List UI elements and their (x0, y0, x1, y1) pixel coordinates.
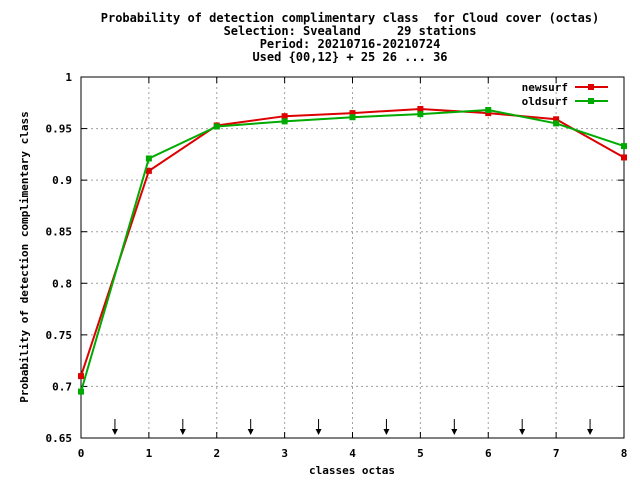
legend-marker-oldsurf (588, 98, 594, 104)
legend-label-oldsurf: oldsurf (522, 95, 568, 108)
y-tick-label: 0.7 (52, 380, 72, 393)
data-point-oldsurf (213, 123, 220, 130)
data-point-newsurf (485, 110, 492, 117)
y-axis-label: Probability of detection complimentary c… (18, 111, 31, 402)
y-tick-label: 0.95 (46, 123, 73, 136)
data-point-oldsurf (485, 107, 492, 114)
arrow-marker (179, 419, 186, 435)
arrow-marker (247, 419, 254, 435)
x-tick-label: 6 (485, 447, 492, 460)
arrow-marker (111, 419, 118, 435)
chart-title-line-1: Probability of detection complimentary c… (100, 11, 600, 25)
data-point-oldsurf (621, 143, 627, 150)
arrow-marker (451, 419, 458, 435)
arrow-markers (111, 419, 594, 435)
data-point-newsurf (349, 110, 356, 117)
data-point-newsurf (553, 116, 560, 123)
x-tick-label: 1 (146, 447, 153, 460)
data-point-oldsurf (553, 120, 560, 127)
y-tick-label: 0.65 (46, 432, 73, 445)
arrow-marker (519, 419, 526, 435)
arrow-marker (383, 419, 390, 435)
chart-title-line-4: Used {00,12} + 25 26 ... 36 (252, 50, 448, 64)
data-series (78, 105, 627, 395)
data-point-oldsurf (417, 111, 424, 118)
data-point-newsurf (281, 113, 288, 120)
data-point-newsurf (145, 167, 152, 174)
x-tick-label: 0 (78, 447, 85, 460)
x-tick-label: 8 (621, 447, 628, 460)
data-point-oldsurf (78, 388, 84, 395)
x-axis-label: classes octas (309, 464, 395, 477)
x-tick-label: 7 (553, 447, 560, 460)
x-tick-label: 3 (281, 447, 288, 460)
y-tick-label: 0.75 (46, 329, 73, 342)
legend-marker-newsurf (588, 84, 594, 90)
y-tick-label: 0.9 (52, 174, 72, 187)
data-point-oldsurf (145, 155, 152, 162)
y-tick-label: 0.8 (52, 277, 72, 290)
chart-title-line-2: Selection: Svealand 29 stations (223, 24, 477, 38)
chart-title-line-3: Period: 20210716-20210724 (259, 37, 441, 51)
x-tick-label: 4 (349, 447, 356, 460)
data-point-oldsurf (349, 114, 356, 121)
series-oldsurf (78, 107, 627, 395)
axis-ticks: 0.65 0.7 0.75 0.8 0.85 0.9 0.95 1 0 1 2 3 4 5 6 7 8 (46, 71, 628, 460)
data-point-oldsurf (281, 118, 288, 125)
x-tick-label: 5 (417, 447, 424, 460)
y-tick-label: 0.85 (46, 226, 73, 239)
arrow-marker (587, 419, 594, 435)
x-tick-label: 2 (213, 447, 220, 460)
arrow-marker (315, 419, 322, 435)
data-point-newsurf (417, 105, 424, 112)
data-point-newsurf (621, 154, 627, 161)
series-newsurf (78, 105, 627, 380)
grid-lines (81, 77, 624, 438)
legend-label-newsurf: newsurf (522, 81, 568, 94)
data-point-newsurf (78, 373, 84, 380)
y-tick-label: 1 (65, 71, 72, 84)
